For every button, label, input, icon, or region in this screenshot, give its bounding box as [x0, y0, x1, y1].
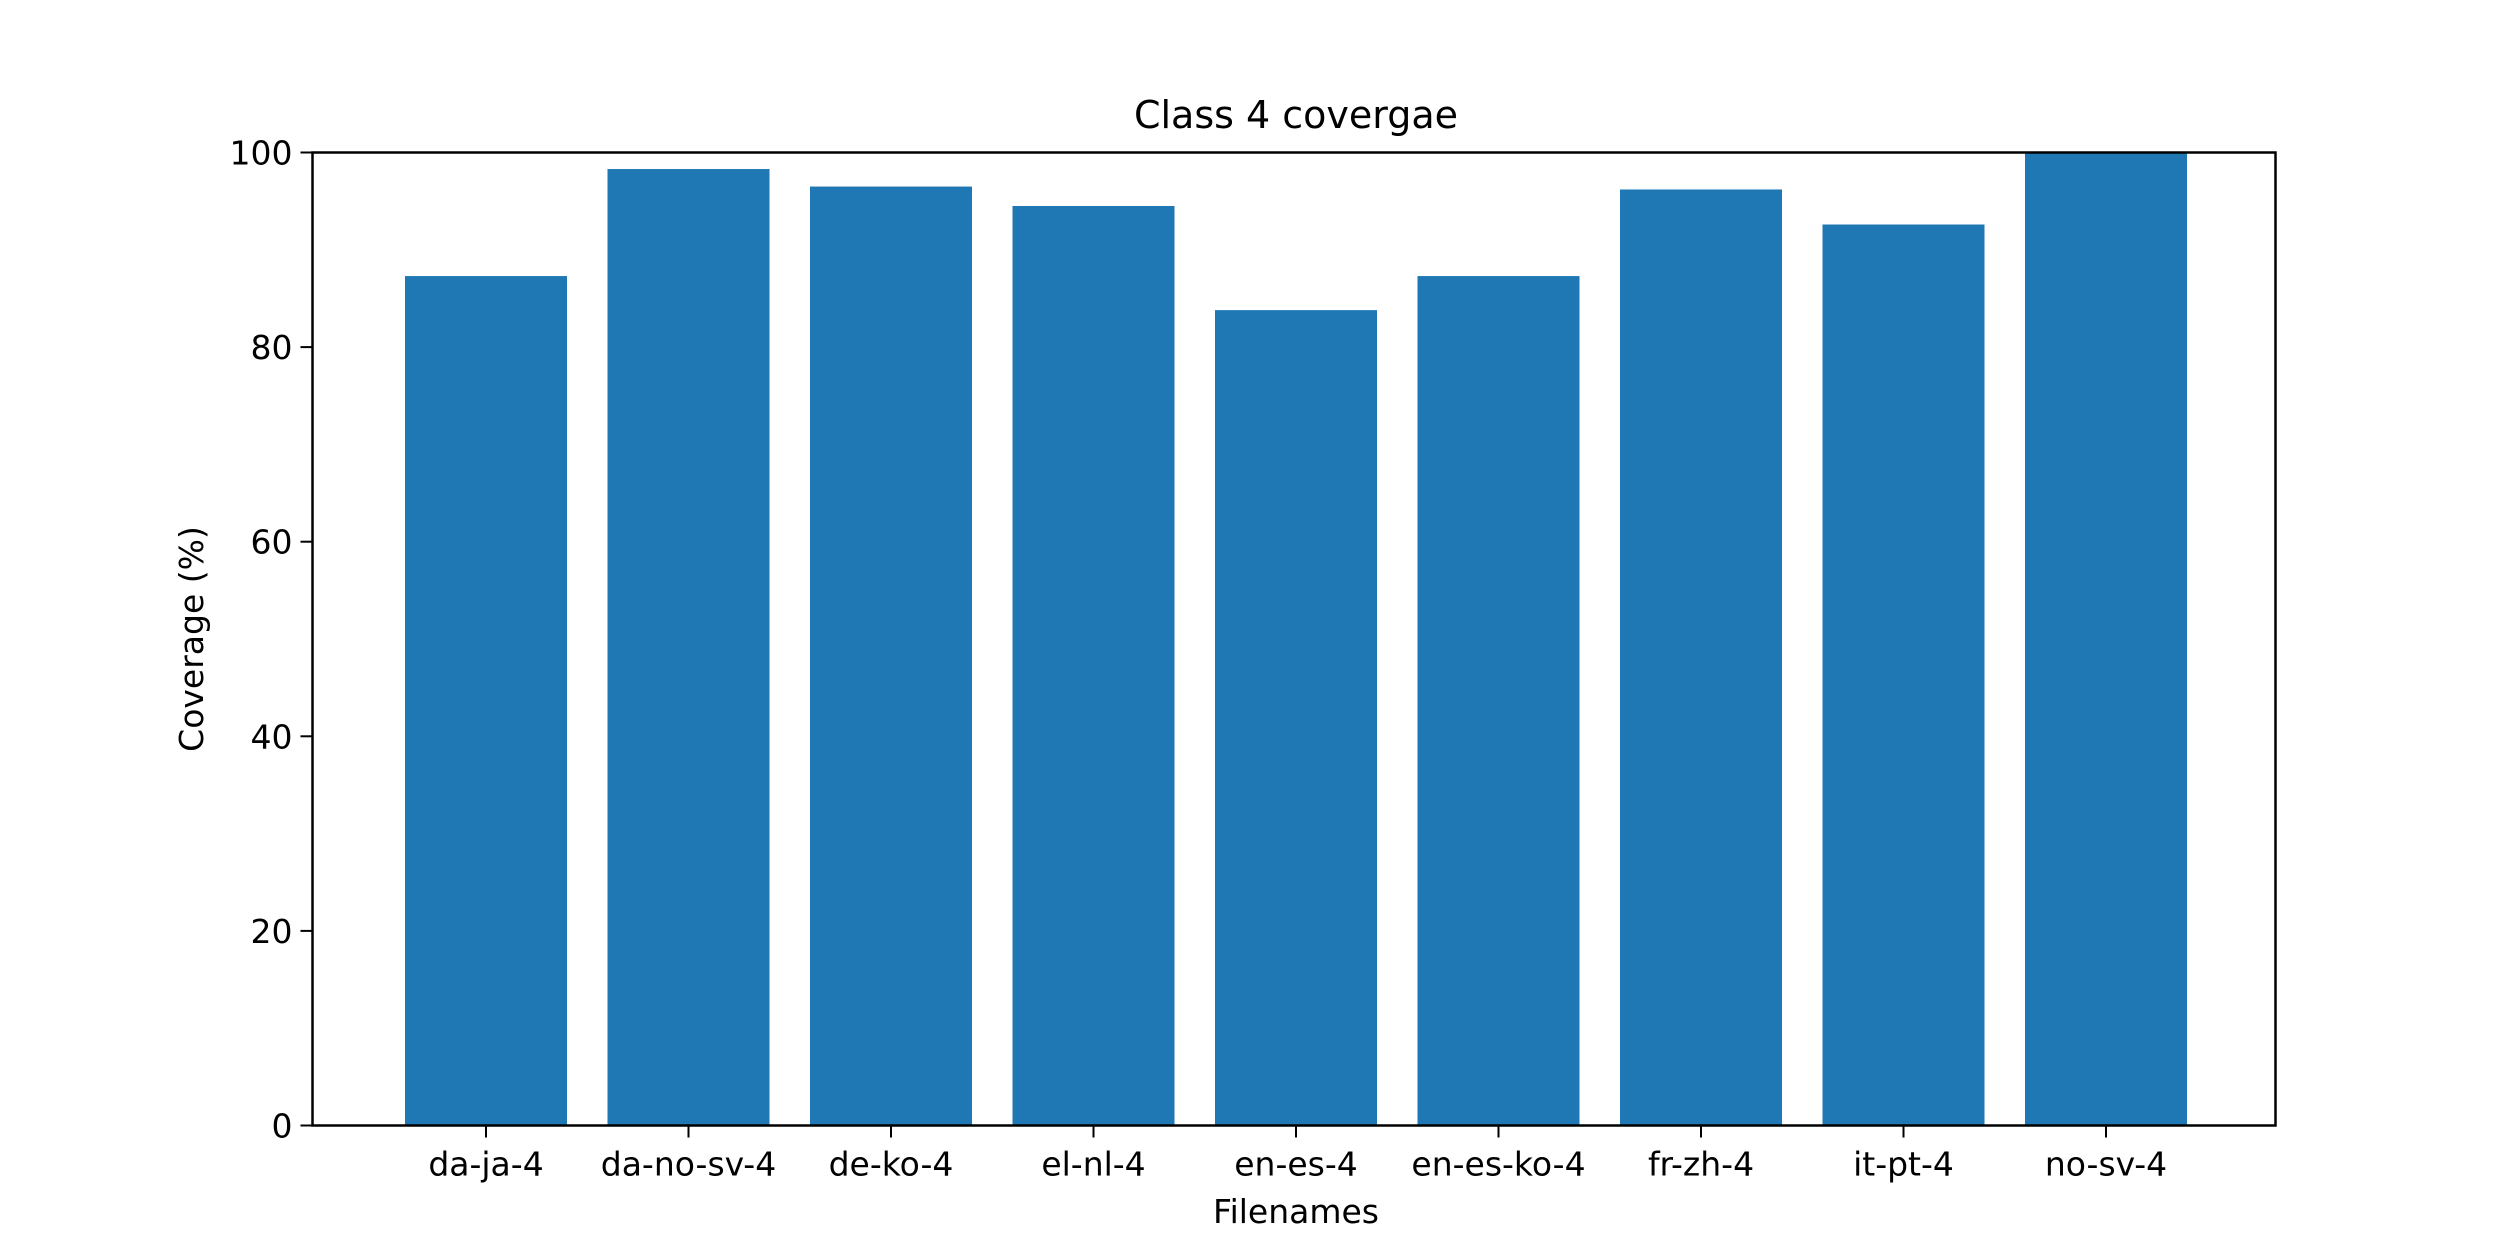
y-tick-label: 0	[272, 1107, 293, 1146]
x-tick-label: de-ko-4	[829, 1145, 954, 1184]
y-tick-label: 40	[251, 717, 293, 756]
x-tick-label: da-ja-4	[428, 1145, 543, 1184]
x-tick-label: en-es-ko-4	[1411, 1145, 1585, 1184]
bar-da-no-sv-4	[607, 169, 770, 1126]
x-tick-label: en-es-4	[1234, 1145, 1358, 1184]
y-axis: 0 20 40 60 80 100	[230, 134, 313, 1146]
bar-de-ko-4	[810, 186, 972, 1126]
x-tick-label: it-pt-4	[1853, 1145, 1954, 1184]
x-tick-label: fr-zh-4	[1648, 1145, 1754, 1184]
bar-it-pt-4	[1822, 224, 1985, 1126]
y-tick-label: 20	[251, 912, 293, 951]
x-axis: da-ja-4 da-no-sv-4 de-ko-4 el-nl-4 en-es-4 en…	[428, 1125, 2167, 1184]
y-axis-label: Coverage (%)	[172, 526, 211, 752]
bars-group	[405, 152, 2187, 1126]
y-tick-label: 80	[251, 328, 293, 367]
plot-frame	[311, 151, 2277, 1127]
bar-da-ja-4	[405, 276, 567, 1126]
x-tick-label: da-no-sv-4	[601, 1145, 776, 1184]
x-axis-label: Filenames	[1213, 1192, 1379, 1231]
bar-no-sv-4	[2025, 152, 2187, 1126]
x-tick-label: el-nl-4	[1041, 1145, 1145, 1184]
x-tick-label: no-sv-4	[2045, 1145, 2167, 1184]
bar-en-es-4	[1215, 310, 1377, 1126]
y-tick-label: 100	[230, 134, 293, 173]
bar-el-nl-4	[1012, 206, 1175, 1126]
bar-fr-zh-4	[1620, 189, 1782, 1126]
bar-en-es-ko-4	[1417, 276, 1580, 1126]
chart-title: Class 4 covergae	[1134, 93, 1458, 137]
y-tick-label: 60	[251, 523, 293, 562]
